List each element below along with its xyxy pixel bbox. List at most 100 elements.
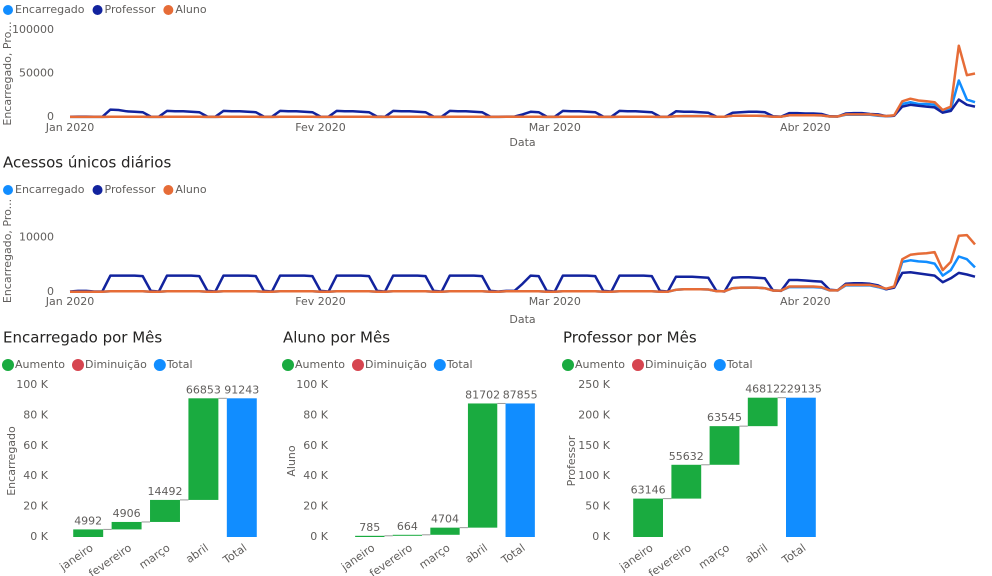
x-tick-label: Fev 2020	[295, 295, 346, 308]
legend-label: Total	[446, 358, 473, 371]
y-tick-label: 0 K	[310, 530, 328, 543]
series-line	[70, 44, 976, 119]
legend-marker	[2, 359, 14, 371]
legend-label: Aumento	[575, 358, 625, 371]
x-axis-title: Data	[509, 136, 535, 149]
chart-title: Aluno por Mês	[283, 329, 390, 347]
legend-label: Diminuição	[365, 358, 427, 371]
legend-label: Aumento	[15, 358, 65, 371]
data-label: 66853	[186, 383, 221, 396]
x-tick-label: Total	[498, 541, 527, 567]
x-tick-label: fevereiro	[646, 541, 694, 576]
x-tick-label: Total	[779, 541, 808, 567]
bar	[786, 397, 816, 537]
bar	[633, 498, 663, 537]
chart-title: Professor por Mês	[563, 329, 697, 347]
bar	[73, 529, 104, 537]
bar	[505, 403, 535, 537]
bar	[392, 534, 423, 536]
data-label: 81702	[465, 388, 500, 401]
bar	[111, 521, 142, 530]
data-label: 91243	[224, 383, 259, 396]
series-line	[69, 98, 976, 119]
y-tick-label: 0 K	[592, 530, 610, 543]
y-axis-title: Encarregado, Pro...	[1, 199, 14, 303]
data-label: 87855	[503, 388, 538, 401]
x-tick-label: abril	[183, 541, 210, 566]
y-axis-title: Encarregado	[5, 426, 18, 496]
data-label: 4906	[113, 507, 141, 520]
x-tick-label: Mar 2020	[529, 295, 581, 308]
x-tick-label: Jan 2020	[45, 295, 94, 308]
x-axis-title: Data	[509, 313, 535, 326]
bar	[430, 527, 460, 535]
y-tick-label: 150 K	[578, 439, 610, 452]
bar	[467, 403, 498, 528]
x-tick-label: fevereiro	[367, 541, 415, 576]
y-tick-label: 60 K	[23, 439, 48, 452]
legend-marker	[562, 359, 574, 371]
x-tick-label: março	[417, 541, 453, 572]
legend-marker	[153, 359, 166, 371]
y-tick-label: 100000	[12, 23, 54, 36]
bar	[188, 398, 219, 500]
y-tick-label: 200 K	[578, 408, 610, 421]
legend-label: Encarregado	[15, 3, 85, 16]
y-tick-label: 80 K	[303, 408, 328, 421]
legend-marker	[713, 359, 726, 371]
legend-label: Diminuição	[645, 358, 707, 371]
data-label: 4992	[74, 514, 102, 527]
legend-marker	[92, 185, 103, 195]
x-tick-label: Abr 2020	[780, 121, 831, 134]
y-tick-label: 80 K	[23, 408, 48, 421]
legend-label: Professor	[105, 3, 156, 16]
data-label: 229135	[780, 383, 822, 396]
x-tick-label: abril	[463, 541, 490, 566]
data-label: 46812	[745, 383, 780, 396]
legend-marker	[632, 359, 644, 371]
legend-marker	[72, 359, 84, 371]
x-tick-label: Abr 2020	[780, 295, 831, 308]
data-label: 785	[359, 521, 380, 534]
y-tick-label: 10000	[19, 230, 54, 243]
y-tick-label: 0	[47, 110, 54, 123]
legend-label: Total	[726, 358, 753, 371]
y-tick-label: 60 K	[303, 439, 328, 452]
y-tick-label: 20 K	[23, 500, 48, 513]
y-axis-title: Encarregado, Pro...	[1, 21, 14, 125]
legend-label: Total	[166, 358, 193, 371]
y-tick-label: 250 K	[578, 378, 610, 391]
data-label: 63146	[631, 484, 666, 497]
legend-marker	[3, 185, 13, 195]
legend-label: Encarregado	[15, 183, 85, 196]
data-label: 14492	[148, 485, 183, 498]
x-tick-label: Fev 2020	[295, 121, 346, 134]
bar	[355, 535, 385, 537]
legend-marker	[3, 5, 13, 15]
bar	[671, 464, 702, 499]
legend-marker	[92, 5, 103, 15]
y-tick-label: 50 K	[585, 500, 610, 513]
y-tick-label: 100 K	[296, 378, 328, 391]
bar	[150, 499, 180, 522]
legend-marker	[352, 359, 364, 371]
legend-marker	[163, 185, 174, 195]
data-label: 55632	[669, 450, 704, 463]
x-tick-label: fevereiro	[86, 541, 134, 576]
bar	[226, 398, 257, 537]
legend-label: Diminuição	[85, 358, 147, 371]
y-tick-label: 50000	[19, 67, 54, 80]
y-tick-label: 0	[47, 285, 54, 298]
series-line	[70, 79, 976, 119]
y-axis-title: Aluno	[285, 445, 298, 477]
legend-marker	[433, 359, 446, 371]
x-tick-label: Jan 2020	[45, 121, 94, 134]
chart-title: Encarregado por Mês	[3, 329, 162, 347]
data-label: 63545	[707, 411, 742, 424]
legend-label: Aumento	[295, 358, 345, 371]
legend-marker	[163, 5, 174, 15]
y-tick-label: 20 K	[303, 500, 328, 513]
bar	[709, 426, 740, 465]
series-line	[70, 233, 976, 293]
